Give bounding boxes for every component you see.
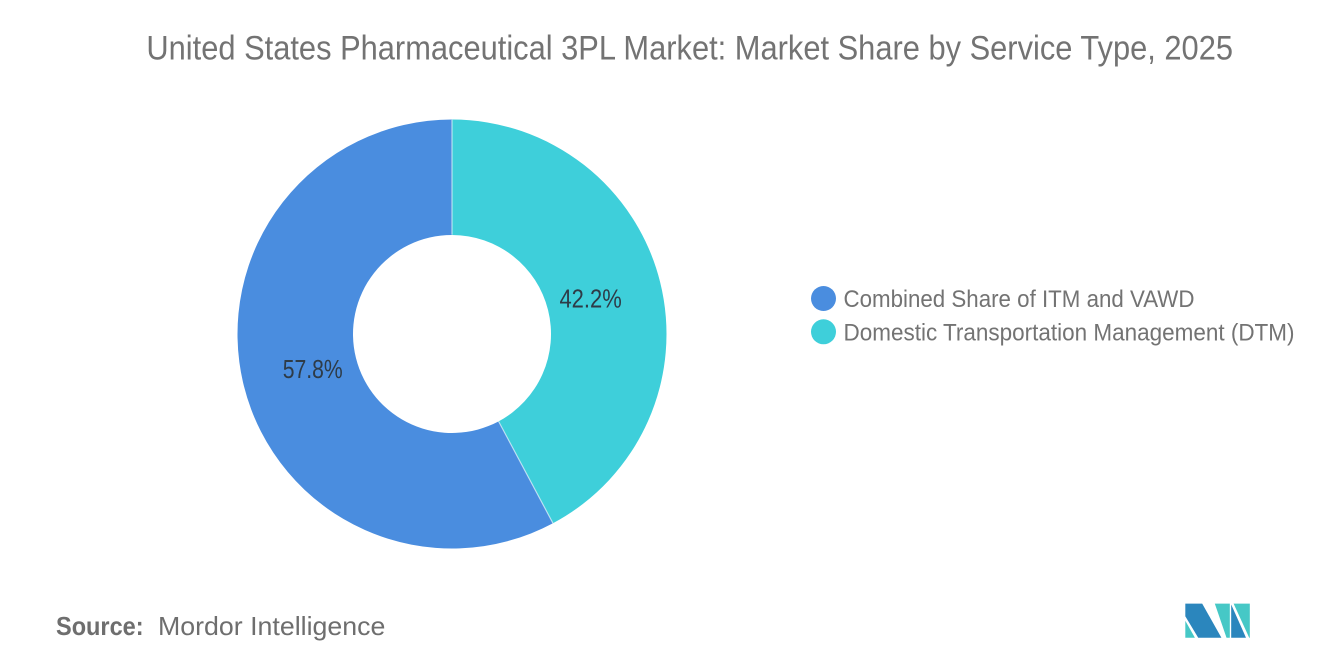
- svg-text:Mordor Intelligence: Mordor Intelligence: [158, 611, 385, 641]
- svg-text:Combined Share of ITM and VAWD: Combined Share of ITM and VAWD: [844, 286, 1195, 313]
- svg-text:57.8%: 57.8%: [283, 354, 343, 384]
- svg-text:Domestic Transportation Manage: Domestic Transportation Management (DTM): [844, 320, 1295, 347]
- svg-text:42.2%: 42.2%: [559, 283, 621, 313]
- svg-text:United States Pharmaceutical 3: United States Pharmaceutical 3PL Market:…: [146, 29, 1233, 67]
- svg-text:Source:: Source:: [56, 611, 144, 641]
